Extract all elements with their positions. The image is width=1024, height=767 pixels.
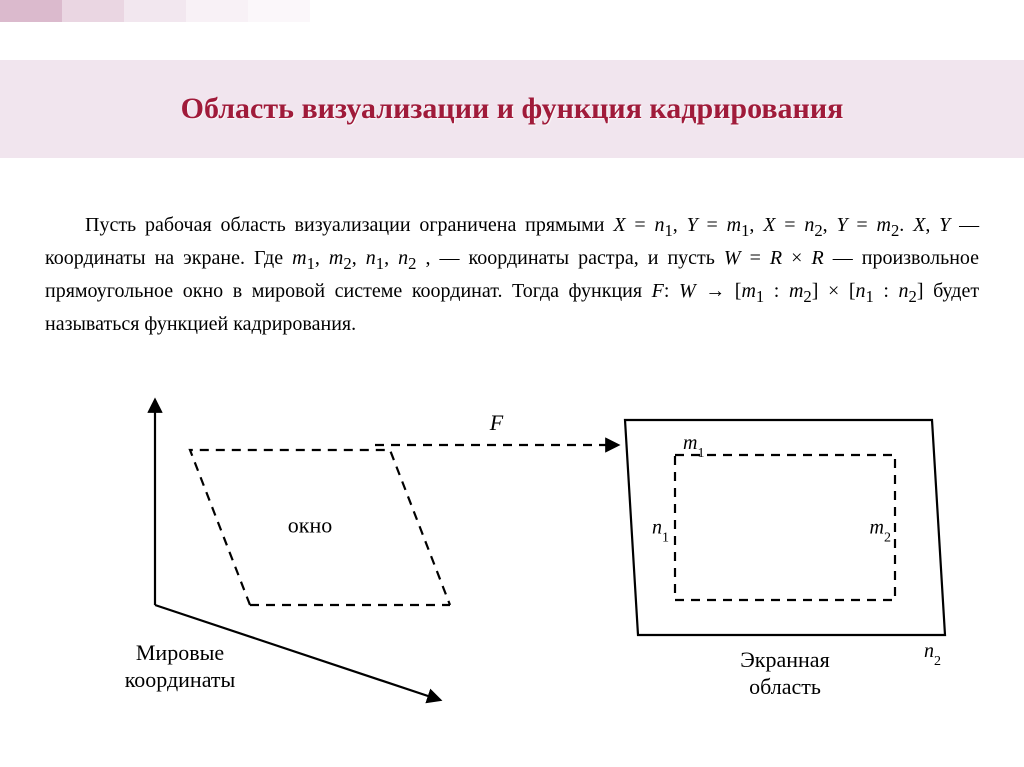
tab-2	[62, 0, 124, 22]
body-paragraph: Пусть рабочая область визуализации огран…	[45, 210, 979, 339]
decorative-tabs	[0, 0, 310, 22]
framing-diagram: окно Мировыекоординаты Fm1 m2 n1 n2 Экраннаяоб…	[70, 390, 950, 730]
svg-text:область: область	[749, 674, 821, 699]
p-t1: Пусть рабочая область визуализации огран…	[85, 214, 613, 236]
tab-5	[248, 0, 310, 22]
svg-text:m2: m2	[870, 517, 891, 546]
title-band: Область визуализации и функция кадрирова…	[0, 60, 1024, 158]
svg-text:F: F	[489, 410, 504, 435]
svg-text:Мировые: Мировые	[136, 640, 224, 665]
svg-text:n1: n1	[652, 517, 669, 546]
svg-text:координаты: координаты	[125, 667, 236, 692]
slide-title: Область визуализации и функция кадрирова…	[181, 90, 844, 128]
tab-4	[186, 0, 248, 22]
tab-1	[0, 0, 62, 22]
svg-text:окно: окно	[288, 513, 332, 538]
svg-text:Экранная: Экранная	[740, 647, 829, 672]
svg-text:n2: n2	[924, 640, 941, 669]
tab-3	[124, 0, 186, 22]
svg-text:m1: m1	[683, 432, 704, 461]
